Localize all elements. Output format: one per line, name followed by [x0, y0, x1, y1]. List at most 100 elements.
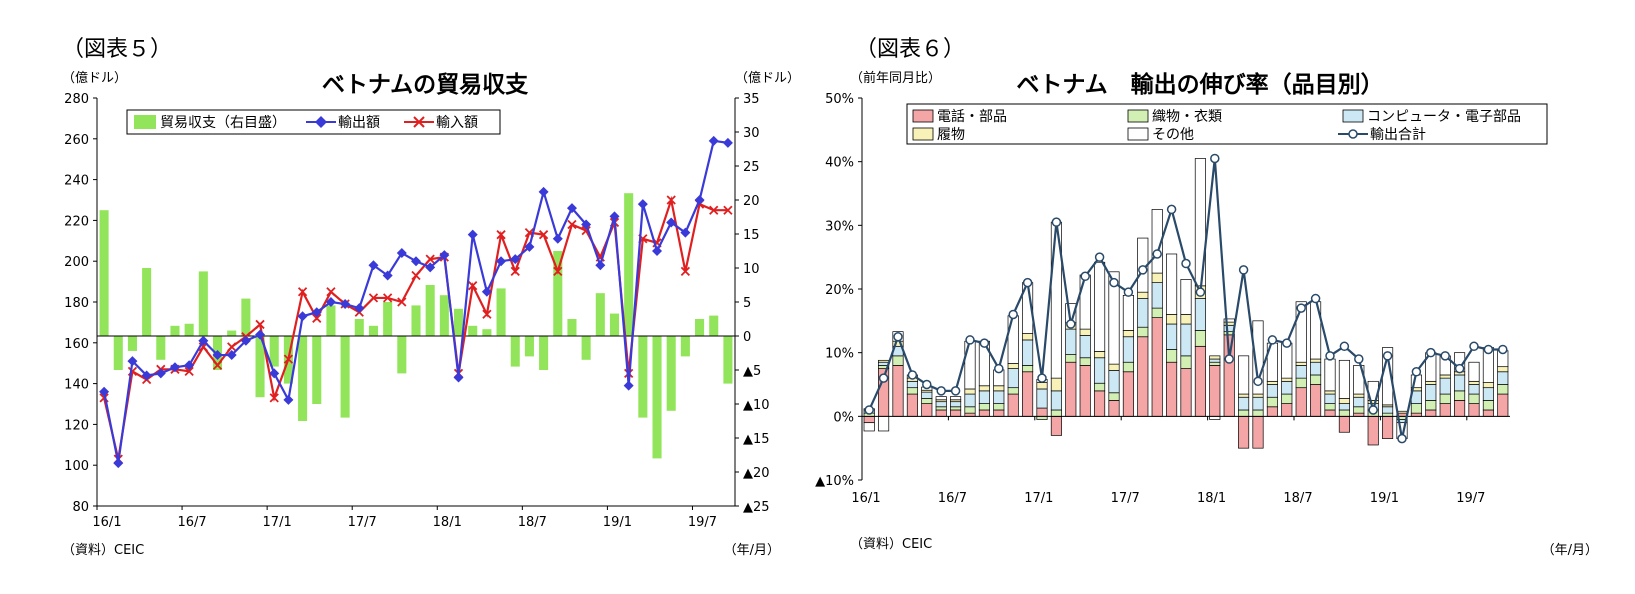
fig5-point-export [722, 137, 733, 148]
fig6-bar-computer [1137, 298, 1149, 328]
fig6-bar-textile [1410, 403, 1422, 414]
fig6-bar-phone [1439, 403, 1451, 417]
fig5-y-right-unit: （億ドル） [735, 70, 800, 86]
fig5-legend-marker-import [413, 116, 425, 128]
fig5-bar-balance [269, 336, 279, 367]
fig5-bar-balance [354, 319, 364, 336]
fig5-y-left-tick-label: 120 [64, 418, 89, 433]
fig6-bar-phone [1209, 365, 1221, 417]
fig6-bar-phone [1194, 345, 1206, 417]
fig6-bar-phone [1036, 407, 1048, 417]
fig6-bar-phone [1180, 368, 1192, 417]
fig6-point-total [1138, 265, 1148, 275]
fig5-point-export [538, 186, 549, 197]
fig6-bar-textile [1310, 374, 1322, 385]
fig6-bar-other [935, 396, 947, 401]
fig6-x-tick-label: 19/7 [1456, 491, 1485, 506]
fig5-point-import [666, 195, 676, 205]
fig5-point-export [368, 260, 379, 271]
fig6-legend-marker-total [1348, 129, 1358, 139]
fig5-point-import [212, 360, 223, 370]
fig6-point-total [1152, 249, 1162, 259]
fig5-point-export [184, 360, 195, 371]
fig6-bar-computer [1425, 384, 1437, 401]
fig5-y-right-tick-label: ▲5 [743, 364, 761, 379]
fig6-bar-other [1252, 320, 1264, 395]
fig6-point-total [1008, 309, 1018, 320]
fig6-bar-footwear [1310, 358, 1322, 363]
fig5-x-unit: （年/月） [724, 543, 780, 558]
fig6-bar-footwear [1166, 314, 1178, 325]
fig6-bar-phone [892, 365, 904, 417]
fig5-point-export [552, 233, 563, 244]
fig5-y-left-tick-label: 240 [64, 174, 89, 189]
fig5-bar-balance [425, 285, 435, 336]
fig6-bar-phone [1122, 371, 1134, 417]
fig6-bar-computer [921, 391, 933, 399]
fig5-title: ベトナムの貿易収支 [322, 72, 529, 98]
fig6-bar-footwear [1122, 330, 1134, 338]
fig5-point-export [354, 303, 365, 314]
fig5-point-export [240, 335, 251, 346]
fig6-x-tick-label: 19/1 [1370, 491, 1399, 506]
fig6-point-total [878, 373, 889, 383]
fig6-label: （図表６） [855, 37, 965, 62]
fig5-bar-balance [595, 293, 605, 336]
fig6-bar-phone [1310, 384, 1322, 417]
fig6-point-total [1022, 277, 1033, 288]
fig6-legend-box [906, 103, 1548, 145]
fig6-bar-computer [1194, 298, 1206, 331]
fig5-bar-balance [652, 336, 662, 459]
fig6-bar-other [1468, 361, 1480, 382]
fig5-point-export [581, 219, 592, 230]
fig6-bar-computer [1166, 323, 1178, 350]
fig6-point-total [1368, 405, 1378, 415]
fig6-point-total [1181, 258, 1191, 269]
fig6-bar-computer [978, 390, 990, 404]
fig6-bar-phone [1050, 415, 1062, 436]
fig6-bar-footwear [1482, 382, 1494, 389]
fig5-point-export [666, 217, 677, 228]
fig5-y-left-tick-label: 100 [64, 459, 89, 474]
fig6-bar-other [1324, 358, 1336, 392]
fig6-bar-textile [993, 403, 1005, 411]
fig6-title: ベトナム 輸出の伸び率（品目別） [1016, 71, 1383, 98]
fig6-bar-computer [1295, 365, 1307, 379]
fig6-bar-footwear [1050, 377, 1062, 392]
fig6-bar-textile [1022, 365, 1034, 373]
fig6-bar-textile [1338, 409, 1350, 417]
fig6-bar-footwear [964, 388, 976, 395]
fig6-bar-phone [921, 403, 933, 417]
fig5-y-left-tick-label: 280 [64, 92, 89, 107]
fig5-point-export [340, 299, 351, 310]
fig6-bar-phone [978, 409, 990, 417]
fig5-point-export [127, 356, 138, 367]
fig5-point-export [155, 368, 166, 379]
fig6-bar-phone [1324, 409, 1336, 417]
figure5: （図表５） ベトナムの貿易収支 （億ドル） （億ドル） 801001201401… [62, 37, 800, 558]
fig5-y-right-tick-label: ▲25 [743, 500, 770, 515]
fig6-bar-phone [1482, 409, 1494, 417]
fig5-bar-balance [127, 336, 137, 351]
fig6-bar-footwear [1137, 291, 1149, 299]
fig6-bar-textile [1108, 392, 1120, 401]
fig6-bar-textile [1439, 393, 1451, 404]
fig6-x-tick-label: 17/7 [1111, 491, 1140, 506]
fig6-bar-other [1180, 279, 1192, 315]
fig5-bar-balance [255, 336, 265, 398]
fig6-bar-computer [1324, 393, 1336, 404]
fig5-bar-balance [227, 330, 237, 336]
fig6-legend-label-footwear: 履物 [937, 127, 965, 143]
fig6-bar-textile [921, 398, 933, 404]
fig6-bar-footwear [1238, 393, 1250, 398]
fig6-point-total [1354, 354, 1364, 364]
fig6-y-tick-label: 50% [825, 92, 854, 107]
fig6-bar-textile [1281, 393, 1293, 404]
fig6-bar-phone [935, 409, 947, 417]
fig5-point-export [396, 248, 407, 259]
fig5-bar-balance [581, 336, 591, 360]
fig5-bar-balance [453, 308, 464, 336]
fig5-point-export [269, 368, 280, 379]
fig5-point-export [198, 335, 209, 346]
fig5-legend-label-balance: 貿易収支（右目盛） [160, 115, 286, 131]
